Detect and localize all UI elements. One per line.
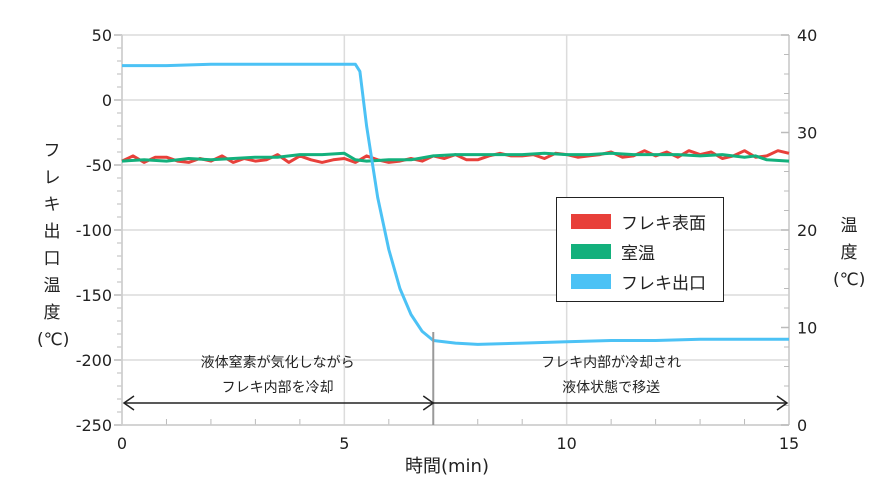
y-left-tick-label: 50 bbox=[92, 26, 112, 45]
arrow-head-right bbox=[776, 395, 789, 411]
legend-label: フレキ出口 bbox=[621, 273, 706, 294]
phase2-text-line2: 液体状態で移送 bbox=[562, 380, 660, 396]
axis-label-char: 度 bbox=[840, 243, 858, 263]
y-left-tick-label: -100 bbox=[76, 221, 112, 240]
axis-label-char: 口 bbox=[43, 249, 61, 269]
y-left-tick-label: -50 bbox=[86, 156, 112, 175]
y-left-tick-label: -250 bbox=[76, 416, 112, 435]
x-tick-label: 0 bbox=[117, 434, 127, 453]
axis-label-char: 温 bbox=[840, 216, 858, 236]
arrow-head-left bbox=[122, 395, 135, 411]
legend-swatch bbox=[571, 243, 611, 259]
y-left-tick-label: -200 bbox=[76, 351, 112, 370]
axis-label-char: 度 bbox=[43, 303, 61, 323]
y-right-tick-label: 30 bbox=[797, 124, 817, 143]
legend-item-flex-surface: フレキ表面 bbox=[571, 206, 723, 236]
legend-swatch bbox=[571, 273, 611, 289]
legend-item-flex-outlet: フレキ出口 bbox=[571, 266, 723, 296]
x-tick-label: 10 bbox=[556, 434, 576, 453]
legend: フレキ表面 室温 フレキ出口 bbox=[556, 197, 724, 302]
y-left-label: フレキ出口温度 (℃) bbox=[37, 138, 70, 354]
legend-swatch bbox=[571, 213, 611, 229]
axis-label-char: 温 bbox=[43, 276, 61, 296]
legend-label: フレキ表面 bbox=[621, 213, 706, 234]
y-right-tick-label: 20 bbox=[797, 221, 817, 240]
y-right-label: 温度 (℃) bbox=[833, 213, 865, 294]
phase2-text-line1: フレキ内部が冷却され bbox=[541, 355, 681, 371]
y-right-tick-label: 40 bbox=[797, 26, 817, 45]
x-axis-label: 時間(min) bbox=[405, 456, 489, 477]
axis-label-char: (℃) bbox=[37, 330, 70, 350]
legend-label: 室温 bbox=[621, 243, 655, 264]
series-line-2 bbox=[122, 62, 789, 346]
axis-label-char: 出 bbox=[43, 222, 61, 242]
y-right-tick-label: 10 bbox=[797, 319, 817, 338]
phase1-text-line1: 液体窒素が気化しながら bbox=[201, 354, 355, 371]
phase1-text-line2: フレキ内部を冷却 bbox=[222, 380, 334, 396]
axis-label-char: (℃) bbox=[833, 270, 866, 290]
y-right-tick-label: 0 bbox=[797, 416, 807, 435]
x-tick-label: 15 bbox=[779, 434, 799, 453]
axis-label-char: キ bbox=[43, 195, 61, 215]
axis-label-char: レ bbox=[43, 168, 61, 188]
x-tick-label: 5 bbox=[339, 434, 349, 453]
legend-item-room-temp: 室温 bbox=[571, 236, 723, 266]
arrow-head-mid bbox=[422, 395, 435, 411]
y-left-tick-label: -150 bbox=[76, 286, 112, 305]
y-left-tick-label: 0 bbox=[102, 91, 112, 110]
axis-label-char: フ bbox=[43, 141, 61, 161]
series-line-1 bbox=[121, 151, 790, 163]
